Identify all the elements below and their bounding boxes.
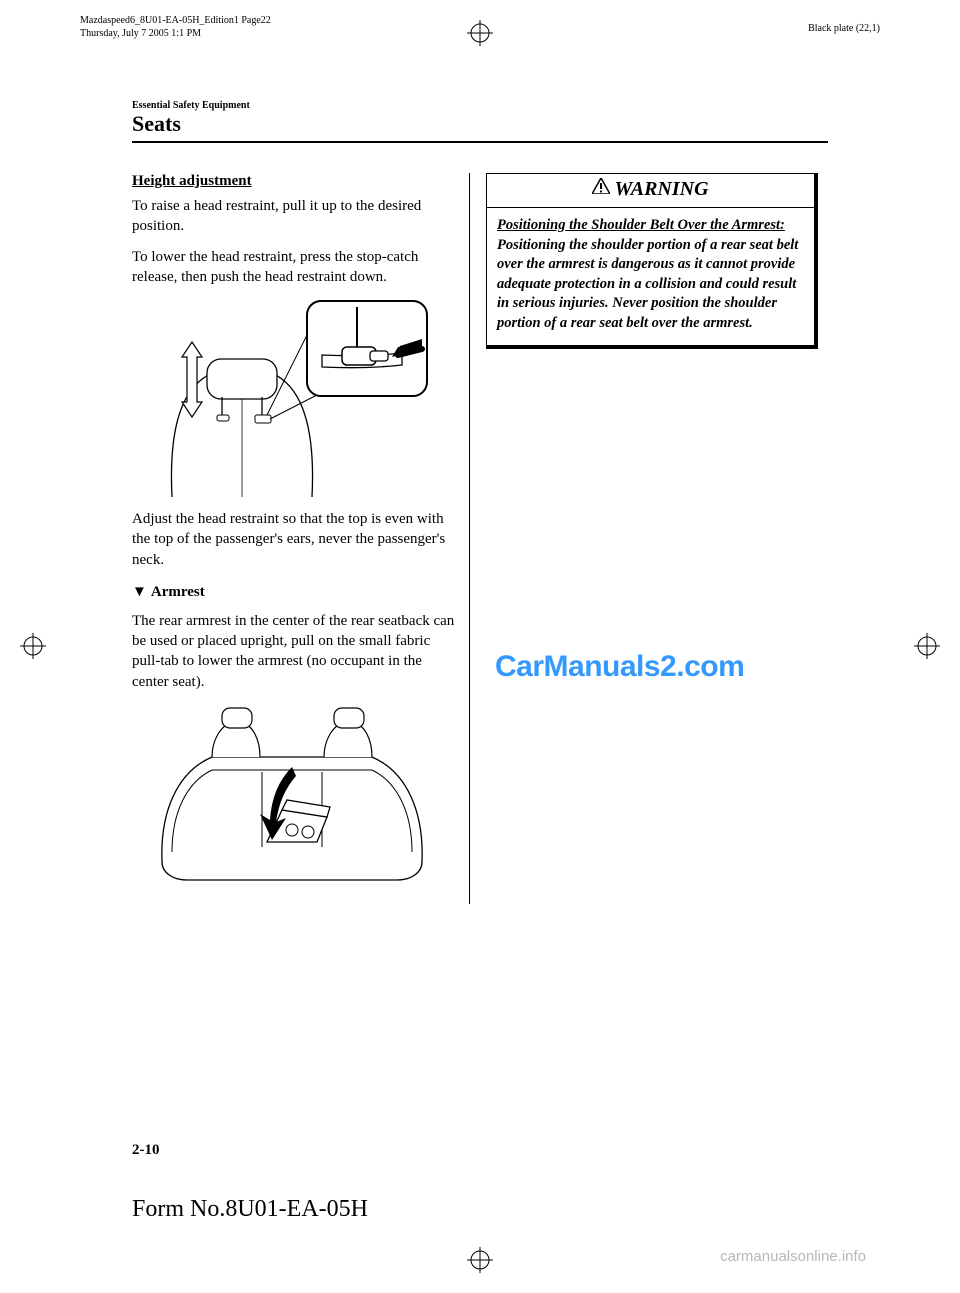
print-meta-line1: Mazdaspeed6_8U01-EA-05H_Edition1 Page22	[80, 14, 271, 27]
warning-body: Positioning the Shoulder Belt Over the A…	[487, 208, 814, 345]
height-adjustment-p1: To raise a head restraint, pull it up to…	[132, 196, 455, 237]
armrest-heading-text: Armrest	[151, 584, 205, 600]
warning-box: WARNING Positioning the Shoulder Belt Ov…	[486, 173, 818, 349]
warning-title-text: WARNING	[614, 178, 708, 200]
warning-triangle-icon	[592, 177, 610, 200]
height-adjustment-p2: To lower the head restraint, press the s…	[132, 247, 455, 288]
running-head: Essential Safety Equipment Seats	[132, 100, 828, 143]
watermark-carmanuals2: CarManuals2.com	[495, 650, 744, 684]
page-number: 2-10	[132, 1142, 160, 1159]
registration-mark-icon	[467, 1247, 493, 1273]
armrest-p1: The rear armrest in the center of the re…	[132, 611, 455, 692]
print-meta-line2: Thursday, July 7 2005 1:1 PM	[80, 27, 271, 40]
page-body: Essential Safety Equipment Seats Height …	[132, 100, 828, 1160]
warning-title: WARNING	[487, 174, 814, 208]
warning-text: Positioning the shoulder portion of a re…	[497, 236, 804, 334]
registration-mark-icon	[914, 633, 940, 659]
form-number: Form No.8U01-EA-05H	[132, 1196, 368, 1223]
right-column: WARNING Positioning the Shoulder Belt Ov…	[484, 173, 822, 904]
down-triangle-icon: ▼	[132, 584, 147, 600]
height-adjustment-p3: Adjust the head restraint so that the to…	[132, 509, 455, 570]
section-title: Seats	[132, 111, 828, 137]
left-column: Height adjustment To raise a head restra…	[132, 173, 470, 904]
print-metadata: Mazdaspeed6_8U01-EA-05H_Edition1 Page22 …	[80, 14, 880, 40]
section-supertitle: Essential Safety Equipment	[132, 100, 828, 111]
armrest-figure	[142, 702, 442, 892]
height-adjustment-heading: Height adjustment	[132, 173, 455, 190]
up-down-arrow-icon	[182, 342, 202, 417]
registration-mark-icon	[20, 633, 46, 659]
armrest-heading: ▼Armrest	[132, 584, 455, 601]
watermark-carmanualsonline: carmanualsonline.info	[720, 1248, 866, 1265]
warning-subtitle: Positioning the Shoulder Belt Over the A…	[497, 216, 804, 236]
headrest-figure	[142, 297, 442, 497]
print-meta-plate: Black plate (22,1)	[808, 14, 880, 40]
